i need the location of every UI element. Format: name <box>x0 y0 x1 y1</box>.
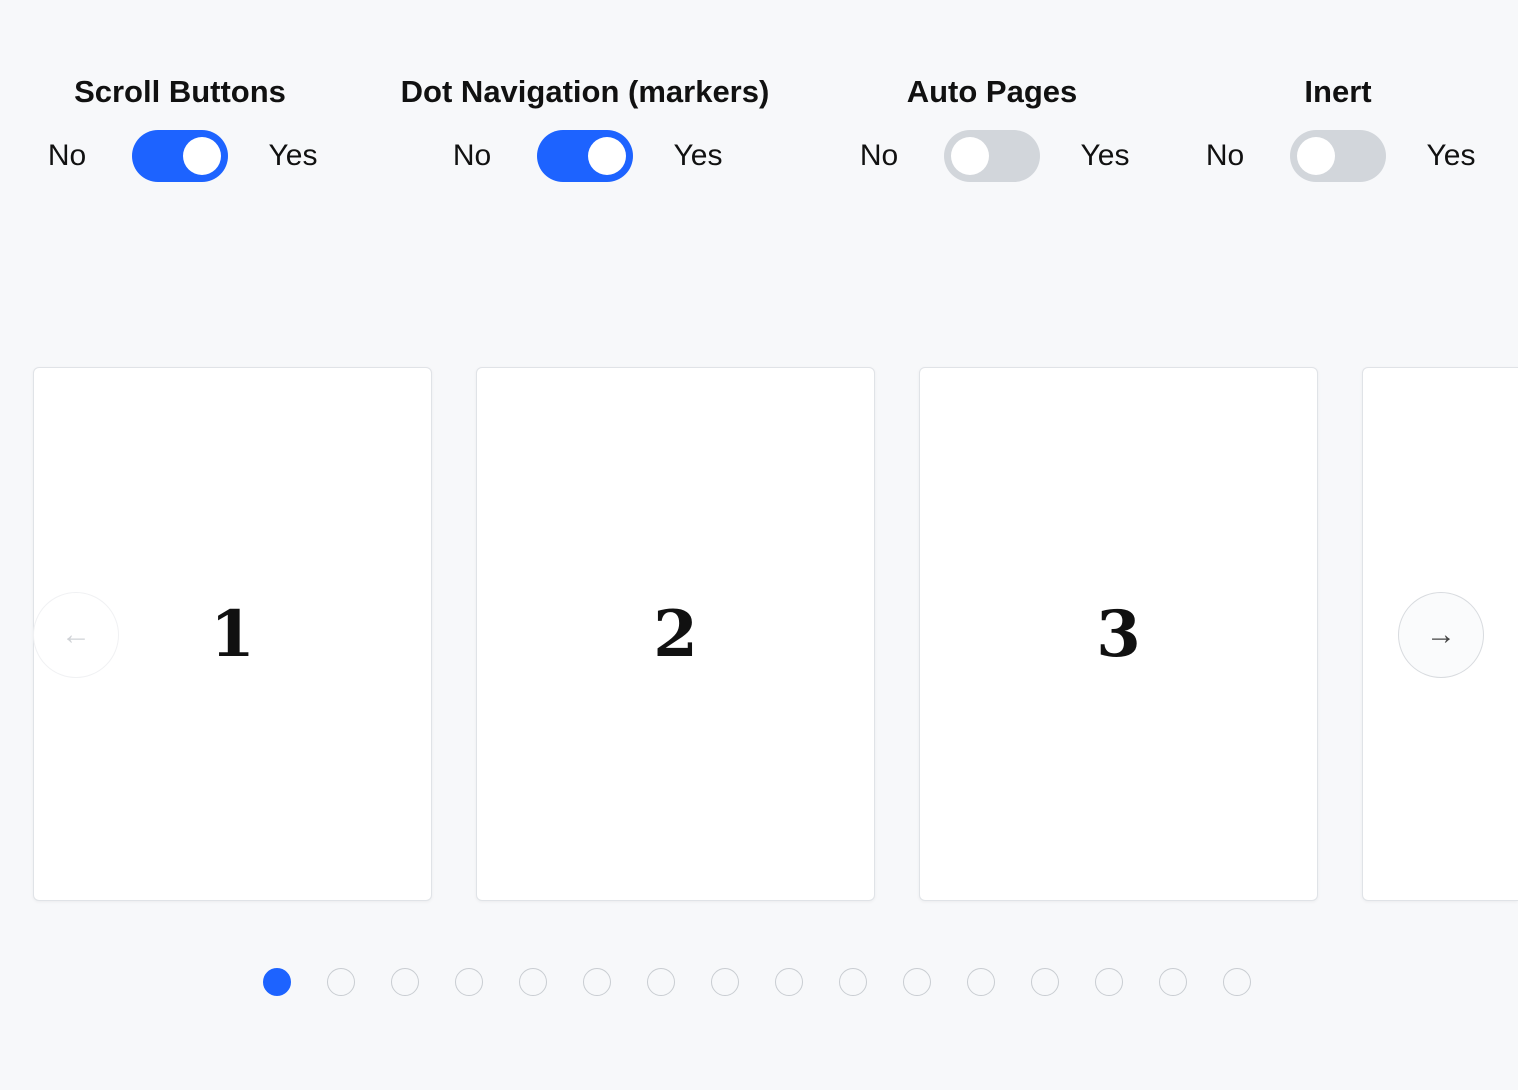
yes-label: Yes <box>673 139 723 172</box>
dot-marker[interactable] <box>1031 968 1059 996</box>
yes-label: Yes <box>1426 139 1476 172</box>
toggle-title: Inert <box>1304 74 1372 109</box>
toggle-group: Scroll Buttons No Yes <box>10 70 350 182</box>
arrow-left-icon: ← <box>61 618 91 651</box>
toggle-switch[interactable] <box>132 130 228 182</box>
toggle-switch[interactable] <box>1290 130 1386 182</box>
dot-marker[interactable] <box>1159 968 1187 996</box>
dot-marker[interactable] <box>1223 968 1251 996</box>
toggle-knob <box>951 137 989 175</box>
carousel-slide: 3 <box>919 367 1318 901</box>
slide-number: 2 <box>653 596 698 672</box>
toggle-knob <box>1297 137 1335 175</box>
dot-marker[interactable] <box>647 968 675 996</box>
dot-marker[interactable] <box>455 968 483 996</box>
dot-marker[interactable] <box>263 968 291 996</box>
yes-label: Yes <box>268 139 318 172</box>
scroll-next-button[interactable]: → <box>1398 592 1484 678</box>
toggle-switch[interactable] <box>944 130 1040 182</box>
yes-label: Yes <box>1080 139 1130 172</box>
no-label: No <box>1205 139 1245 172</box>
no-label: No <box>452 139 492 172</box>
toggle-title: Dot Navigation (markers) <box>400 74 770 109</box>
no-label: No <box>47 139 87 172</box>
dot-marker[interactable] <box>1095 968 1123 996</box>
toggle-group: Auto Pages No Yes <box>822 70 1162 182</box>
dot-marker[interactable] <box>839 968 867 996</box>
dot-marker[interactable] <box>583 968 611 996</box>
dot-marker[interactable] <box>327 968 355 996</box>
no-label: No <box>859 139 899 172</box>
toggle-group: Dot Navigation (markers) No Yes <box>365 70 805 182</box>
dot-marker[interactable] <box>903 968 931 996</box>
toggle-switch[interactable] <box>537 130 633 182</box>
dot-marker[interactable] <box>711 968 739 996</box>
toggle-knob <box>183 137 221 175</box>
scroll-prev-button[interactable]: ← <box>33 592 119 678</box>
toggle-group: Inert No Yes <box>1168 70 1508 182</box>
dot-marker[interactable] <box>519 968 547 996</box>
toggle-title: Auto Pages <box>906 74 1078 109</box>
dot-navigation <box>263 968 1251 996</box>
dot-marker[interactable] <box>967 968 995 996</box>
arrow-right-icon: → <box>1426 618 1456 651</box>
slide-number: 3 <box>1096 596 1141 672</box>
dot-marker[interactable] <box>391 968 419 996</box>
slide-number: 1 <box>210 596 255 672</box>
toggle-knob <box>588 137 626 175</box>
carousel-slide: 2 <box>476 367 875 901</box>
dot-marker[interactable] <box>775 968 803 996</box>
toggle-title: Scroll Buttons <box>74 74 286 109</box>
